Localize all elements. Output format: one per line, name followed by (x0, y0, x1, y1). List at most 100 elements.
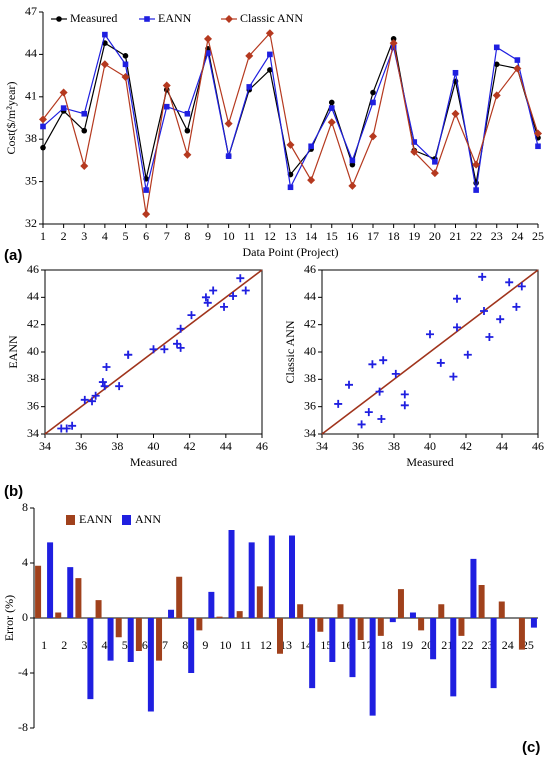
x-tick-label: 2 (61, 229, 67, 243)
legend-label: Classic ANN (240, 11, 303, 25)
point (68, 421, 77, 430)
bar (156, 618, 163, 661)
point (345, 380, 353, 389)
point (368, 360, 377, 369)
bar (377, 618, 384, 636)
bar (67, 567, 74, 618)
x-tick-label: 36 (75, 439, 87, 453)
bar (329, 618, 336, 662)
point (493, 44, 500, 51)
reference-line (321, 269, 539, 435)
point (122, 61, 129, 68)
x-tick-label: 34 (316, 439, 328, 453)
x-tick-label: 6 (142, 638, 148, 652)
y-axis-label: Classic ANN (283, 320, 297, 383)
point (391, 369, 400, 378)
x-tick-label: 9 (205, 229, 211, 243)
point (100, 60, 109, 69)
point (59, 88, 68, 97)
x-tick-label: 40 (148, 439, 160, 453)
series-line (42, 33, 539, 191)
point (453, 294, 461, 303)
point (142, 210, 151, 219)
point (81, 127, 88, 134)
plot-frame (44, 269, 263, 435)
panel-label: (a) (4, 247, 22, 264)
point (534, 129, 542, 138)
x-tick-label: 24 (502, 638, 514, 652)
bar (135, 618, 142, 651)
point (205, 50, 211, 56)
x-tick-label: 44 (496, 439, 508, 453)
bar (409, 612, 416, 618)
point (121, 73, 130, 82)
y-tick-label: 36 (27, 398, 39, 412)
point (124, 350, 133, 359)
bar (75, 578, 82, 618)
point (349, 161, 356, 168)
point (535, 143, 541, 150)
panel-label: (c) (522, 739, 540, 756)
x-tick-label: 6 (143, 229, 149, 243)
y-axis-label: EANN (6, 335, 20, 369)
point (328, 99, 335, 106)
point (115, 382, 124, 391)
bar (289, 535, 295, 618)
bar (490, 618, 497, 689)
x-tick-label: 19 (408, 229, 420, 243)
x-tick-label: 38 (111, 439, 123, 453)
point (357, 420, 366, 429)
point (60, 105, 67, 111)
y-axis-label: Error (%) (2, 595, 16, 641)
point (493, 61, 500, 68)
point (453, 323, 461, 332)
x-tick-label: 46 (256, 439, 268, 453)
point (265, 29, 274, 38)
point (143, 187, 149, 193)
x-tick-label: 34 (39, 439, 51, 453)
bar (389, 618, 396, 623)
y-tick-label: 38 (27, 371, 39, 385)
bar (107, 618, 114, 661)
bar (248, 542, 255, 618)
point (473, 187, 479, 193)
x-tick-label: 17 (367, 229, 379, 243)
point (478, 272, 487, 281)
point (203, 298, 212, 307)
x-tick-label: 18 (388, 229, 400, 243)
point (224, 119, 233, 128)
point (436, 358, 445, 367)
bar (127, 618, 134, 662)
y-tick-label: 44 (27, 289, 39, 303)
x-tick-label: 20 (429, 229, 441, 243)
point (308, 143, 314, 150)
point (40, 123, 46, 130)
point (267, 67, 273, 73)
x-tick-label: 3 (81, 638, 87, 652)
x-tick-label: 42 (184, 439, 196, 453)
x-tick-label: 10 (220, 638, 232, 652)
bar (458, 618, 465, 636)
point (183, 150, 192, 159)
x-tick-label: 21 (450, 229, 462, 243)
x-tick-label: 5 (122, 638, 128, 652)
point (328, 105, 335, 111)
y-tick-label: 4 (22, 555, 28, 569)
x-tick-label: 19 (401, 638, 413, 652)
bar (357, 618, 364, 640)
bar (55, 612, 62, 618)
x-tick-label: 24 (511, 229, 523, 243)
x-tick-label: 9 (202, 638, 208, 652)
x-tick-label: 11 (243, 229, 255, 243)
bar (498, 601, 505, 618)
point (184, 110, 191, 117)
point (348, 181, 357, 190)
point (220, 302, 229, 311)
bar (115, 618, 122, 638)
x-tick-label: 42 (460, 439, 472, 453)
point (122, 53, 129, 59)
x-tick-label: 4 (102, 229, 108, 243)
y-tick-label: 38 (25, 131, 37, 145)
x-tick-label: 12 (260, 638, 272, 652)
point (492, 91, 501, 100)
